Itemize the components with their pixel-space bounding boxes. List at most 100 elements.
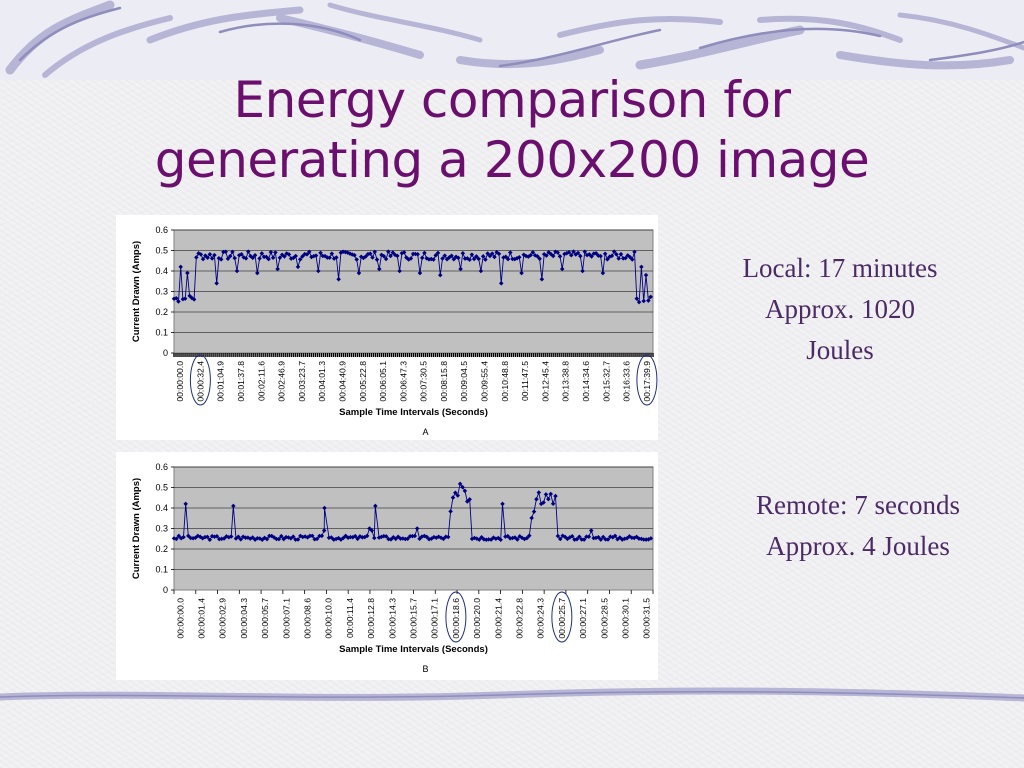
local-note-line-3: Joules: [806, 335, 874, 365]
y-tick-label: 0: [163, 348, 168, 358]
x-tick-label: 00:00:28.5: [599, 598, 609, 639]
data-point: [534, 496, 539, 502]
data-point: [431, 257, 436, 262]
y-axis-label: Current Drawn (Amps): [131, 241, 142, 342]
data-point: [453, 490, 458, 496]
data-point: [185, 270, 190, 276]
data-point: [550, 501, 556, 507]
x-tick-label: 00:02:11.6: [256, 361, 266, 401]
chart-a-panel: 0 0.1 0.2 0.3 0.4 0.5 0.6 Current Drawn (Amps) 0…: [116, 215, 658, 440]
y-tick-label: 0.4: [155, 503, 168, 513]
local-note-line-1: Local: 17 minutes: [742, 253, 938, 283]
x-tick-label: 00:00:17.1: [430, 598, 440, 639]
data-point: [577, 534, 582, 540]
x-tick-label: 00:00:01.4: [197, 598, 207, 639]
data-point: [449, 253, 454, 258]
data-point: [200, 256, 206, 262]
data-point: [612, 533, 618, 539]
data-point: [293, 253, 298, 259]
highlight-ellipse: [636, 354, 658, 406]
data-point: [214, 281, 219, 286]
decorative-bottom-rule: [0, 687, 1024, 702]
data-point: [455, 493, 461, 498]
data-point: [352, 252, 357, 258]
x-tick-label: 00:09:55.4: [480, 361, 490, 402]
x-tick-label: 00:06:05.1: [378, 361, 388, 402]
data-point: [232, 255, 237, 261]
data-point: [417, 270, 423, 276]
data-point: [483, 257, 488, 262]
x-tick-label: 00:16:33.6: [622, 361, 632, 402]
y-tick-label: 0.6: [155, 225, 168, 235]
data-point: [579, 537, 584, 542]
data-point: [209, 256, 215, 261]
x-tick-label: 00:00:02.9: [218, 598, 228, 639]
x-tick-label: 00:00:21.4: [493, 598, 503, 639]
y-tick-label: 0.3: [155, 524, 168, 534]
data-point: [223, 249, 228, 255]
x-tick-label: 00:11:47.5: [520, 361, 530, 401]
data-point: [623, 255, 628, 261]
data-point: [424, 534, 430, 540]
x-tick-label: 00:07:30.5: [419, 361, 429, 402]
y-axis-label: Current Drawn (Amps): [131, 478, 142, 579]
x-tick-label: 00:00:12.8: [366, 598, 376, 639]
data-point: [581, 537, 587, 542]
data-point: [268, 249, 274, 255]
x-tick-label: 00:00:07.1: [281, 598, 291, 639]
x-tick-label: 00:00:27.1: [578, 598, 588, 639]
x-tick-label: 00:06:47.3: [398, 361, 408, 402]
data-point: [182, 296, 188, 301]
highlight-ellipse: [189, 354, 211, 406]
x-tick-label: 00:14:34.6: [581, 361, 591, 402]
data-point: [476, 256, 481, 262]
data-point: [356, 270, 362, 276]
data-point: [568, 252, 574, 258]
data-point: [555, 250, 560, 255]
data-point: [408, 256, 414, 261]
x-axis-label: Sample Time Intervals (Seconds): [339, 407, 488, 418]
y-tick-label: 0.5: [155, 483, 168, 493]
x-tick-label: 00:04:01.3: [317, 361, 327, 402]
data-point: [414, 526, 420, 531]
data-point: [519, 270, 524, 276]
data-point: [458, 266, 463, 272]
data-point: [377, 266, 382, 272]
y-tick-label: 0.5: [155, 246, 168, 256]
data-point: [243, 535, 248, 540]
data-point: [405, 536, 410, 542]
data-point: [527, 533, 532, 538]
data-point: [369, 528, 375, 533]
data-point: [367, 251, 373, 256]
x-tick-label: 00:00:22.8: [514, 598, 524, 639]
data-point: [578, 253, 583, 259]
data-point: [529, 515, 534, 521]
data-point: [460, 250, 466, 256]
data-point: [586, 534, 592, 539]
x-tick-label: 00:09:04.5: [459, 361, 469, 402]
data-point: [327, 255, 332, 261]
x-tick-label: 00:00:31.5: [642, 598, 652, 639]
x-tick-label: 00:13:38.8: [561, 361, 571, 402]
x-tick-label: 00:00:25.7: [557, 598, 567, 639]
data-point: [307, 533, 313, 539]
y-tick-label: 0.1: [155, 328, 168, 338]
x-tick-label: 00:00:24.3: [536, 598, 546, 639]
data-point: [548, 491, 553, 497]
y-tick-label: 0.4: [155, 266, 168, 276]
data-point: [246, 249, 251, 254]
chart-a: 0 0.1 0.2 0.3 0.4 0.5 0.6 Current Drawn (Amps) 0…: [131, 225, 658, 437]
data-point: [218, 257, 224, 262]
decorative-swirl-band: [0, 0, 1024, 80]
data-point: [252, 252, 258, 258]
data-point: [614, 252, 619, 257]
x-tick-label: 00:01:04.9: [216, 361, 226, 402]
data-point: [383, 256, 389, 262]
data-point: [598, 253, 603, 259]
highlight-ellipse: [551, 591, 573, 643]
chart-caption: A: [422, 427, 428, 437]
chart-b-panel: 0 0.1 0.2 0.3 0.4 0.5 0.6 Current Drawn (Amps) 0…: [116, 452, 658, 680]
local-note: Local: 17 minutes Approx. 1020 Joules: [700, 248, 980, 371]
x-tick-label: 00:00:18.6: [451, 598, 461, 639]
data-point: [383, 534, 389, 539]
